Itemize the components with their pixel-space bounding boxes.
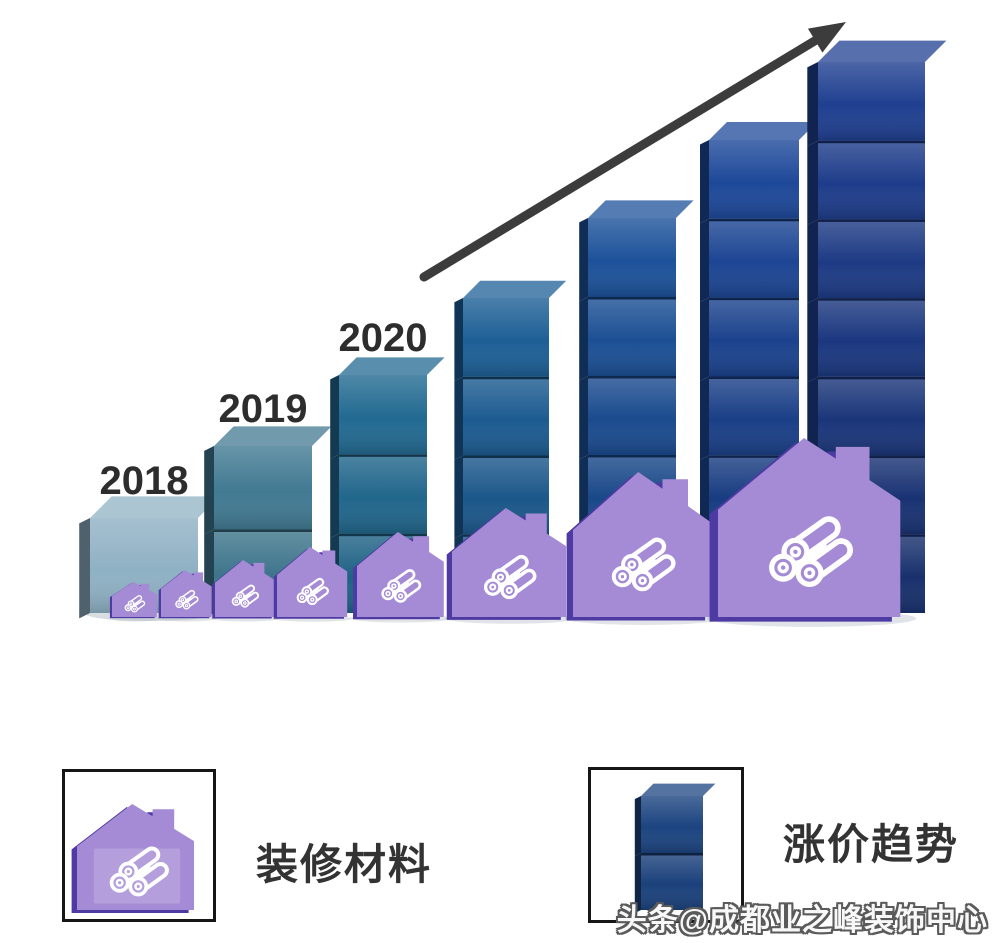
year-label-2018: 2018 xyxy=(100,459,189,503)
house-icon xyxy=(566,472,712,621)
legend-box-materials xyxy=(62,769,216,922)
house-icon xyxy=(352,532,444,620)
cube-stack xyxy=(634,783,716,914)
legend-label-materials: 装修材料 xyxy=(256,841,433,888)
houses-group xyxy=(109,438,917,627)
house-icon xyxy=(109,582,157,619)
legend-box-price-trend xyxy=(588,767,744,923)
watermark-text: 头条@成都业之峰装饰中心 xyxy=(616,904,988,937)
house-icon xyxy=(709,438,901,622)
pipes-icon xyxy=(611,537,676,592)
trend-arrow xyxy=(419,22,846,282)
house-icon xyxy=(273,547,348,619)
pipes-icon xyxy=(231,584,260,608)
pipes-icon xyxy=(124,595,146,613)
pipes-icon xyxy=(381,569,422,603)
year-label-2020: 2020 xyxy=(339,316,428,360)
price-trend-cubes-icon xyxy=(634,783,716,914)
year-labels: 2018 2019 2020 xyxy=(100,316,428,503)
chart-svg: 2018 2019 2020 xyxy=(79,22,947,627)
pipes-icon xyxy=(483,554,537,600)
house-materials-icon xyxy=(71,804,194,913)
house-icon xyxy=(158,570,212,619)
house-icon xyxy=(212,560,275,619)
pipes-icon xyxy=(769,516,854,587)
pipes-icon xyxy=(109,846,169,897)
house-icon xyxy=(446,508,567,620)
year-label-2019: 2019 xyxy=(219,387,308,431)
legend-label-price-trend: 涨价趋势 xyxy=(783,821,960,868)
pipes-icon xyxy=(175,589,199,610)
pipes-icon xyxy=(296,577,329,606)
